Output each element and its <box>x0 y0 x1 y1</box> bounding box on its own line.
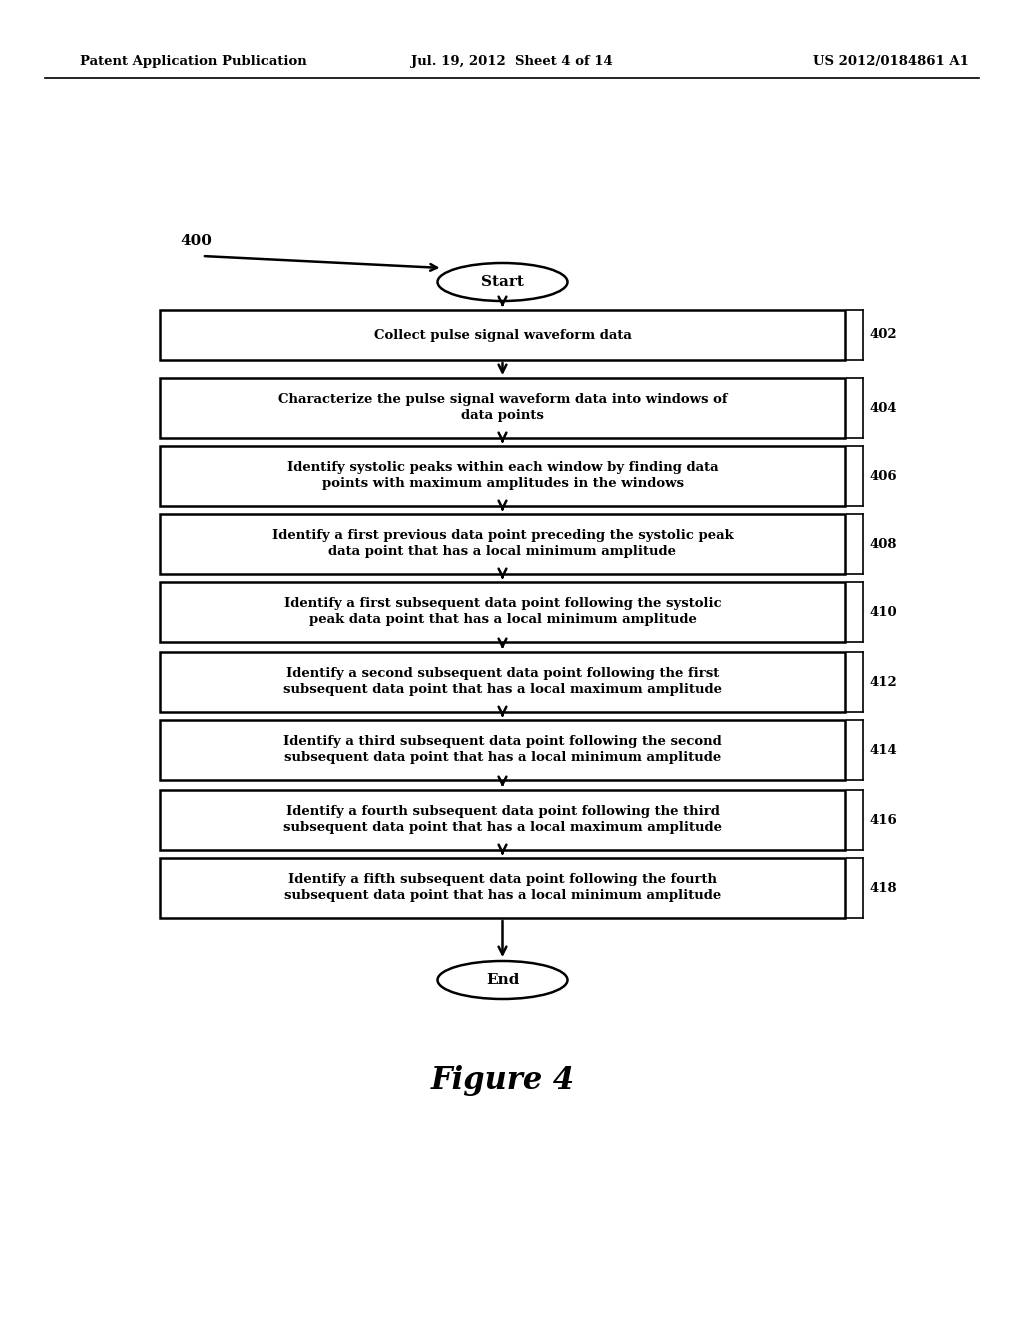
FancyBboxPatch shape <box>160 446 845 506</box>
Text: 416: 416 <box>869 813 897 826</box>
Text: Start: Start <box>481 275 524 289</box>
Text: 410: 410 <box>869 606 897 619</box>
Text: 418: 418 <box>869 882 897 895</box>
FancyBboxPatch shape <box>160 719 845 780</box>
Text: 412: 412 <box>869 676 897 689</box>
Text: US 2012/0184861 A1: US 2012/0184861 A1 <box>813 55 969 69</box>
Text: 406: 406 <box>869 470 897 483</box>
Text: Identify a fourth subsequent data point following the third
subsequent data poin: Identify a fourth subsequent data point … <box>283 805 722 834</box>
Text: End: End <box>485 973 519 987</box>
Text: Patent Application Publication: Patent Application Publication <box>80 55 307 69</box>
Text: Collect pulse signal waveform data: Collect pulse signal waveform data <box>374 329 632 342</box>
Text: Identify a third subsequent data point following the second
subsequent data poin: Identify a third subsequent data point f… <box>283 735 722 764</box>
FancyBboxPatch shape <box>160 582 845 642</box>
FancyBboxPatch shape <box>160 513 845 574</box>
Text: 414: 414 <box>869 743 897 756</box>
Text: Identify a second subsequent data point following the first
subsequent data poin: Identify a second subsequent data point … <box>283 668 722 697</box>
Text: Jul. 19, 2012  Sheet 4 of 14: Jul. 19, 2012 Sheet 4 of 14 <box>411 55 613 69</box>
Ellipse shape <box>437 961 567 999</box>
Text: 402: 402 <box>869 329 897 342</box>
FancyBboxPatch shape <box>160 378 845 438</box>
FancyBboxPatch shape <box>160 310 845 360</box>
FancyBboxPatch shape <box>160 652 845 711</box>
Text: 404: 404 <box>869 401 897 414</box>
Text: 400: 400 <box>180 234 212 248</box>
Text: Figure 4: Figure 4 <box>430 1064 574 1096</box>
Text: Characterize the pulse signal waveform data into windows of
data points: Characterize the pulse signal waveform d… <box>278 393 727 422</box>
Text: Identify a first subsequent data point following the systolic
peak data point th: Identify a first subsequent data point f… <box>284 598 721 627</box>
Text: 408: 408 <box>869 537 896 550</box>
Text: Identify a first previous data point preceding the systolic peak
data point that: Identify a first previous data point pre… <box>271 529 733 558</box>
FancyBboxPatch shape <box>160 858 845 917</box>
FancyBboxPatch shape <box>160 789 845 850</box>
Ellipse shape <box>437 263 567 301</box>
Text: Identify systolic peaks within each window by finding data
points with maximum a: Identify systolic peaks within each wind… <box>287 462 718 491</box>
Text: Identify a fifth subsequent data point following the fourth
subsequent data poin: Identify a fifth subsequent data point f… <box>284 874 721 903</box>
